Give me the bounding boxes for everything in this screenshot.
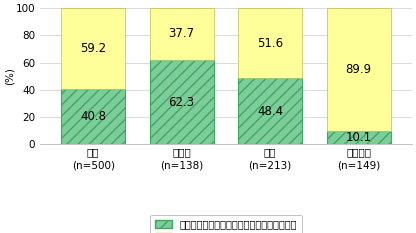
Text: 62.3: 62.3 bbox=[168, 96, 195, 109]
Text: 51.6: 51.6 bbox=[257, 37, 283, 50]
Y-axis label: (%): (%) bbox=[4, 67, 14, 85]
Text: 40.8: 40.8 bbox=[80, 110, 106, 123]
Bar bbox=[238, 79, 302, 144]
Bar bbox=[327, 131, 391, 144]
Bar bbox=[150, 8, 213, 60]
Text: 37.7: 37.7 bbox=[168, 27, 195, 40]
Legend: 今後重視する他社との協業・連携体制がある, 今後重視する他社との協業・連携体制はない: 今後重視する他社との協業・連携体制がある, 今後重視する他社との協業・連携体制は… bbox=[150, 215, 302, 233]
Bar bbox=[238, 8, 302, 79]
Text: 48.4: 48.4 bbox=[257, 105, 283, 118]
Bar bbox=[150, 60, 213, 144]
Text: 59.2: 59.2 bbox=[80, 42, 106, 55]
Text: 10.1: 10.1 bbox=[346, 131, 372, 144]
Text: 89.9: 89.9 bbox=[346, 63, 372, 76]
Bar bbox=[61, 8, 125, 89]
Bar bbox=[327, 8, 391, 131]
Bar bbox=[61, 89, 125, 144]
